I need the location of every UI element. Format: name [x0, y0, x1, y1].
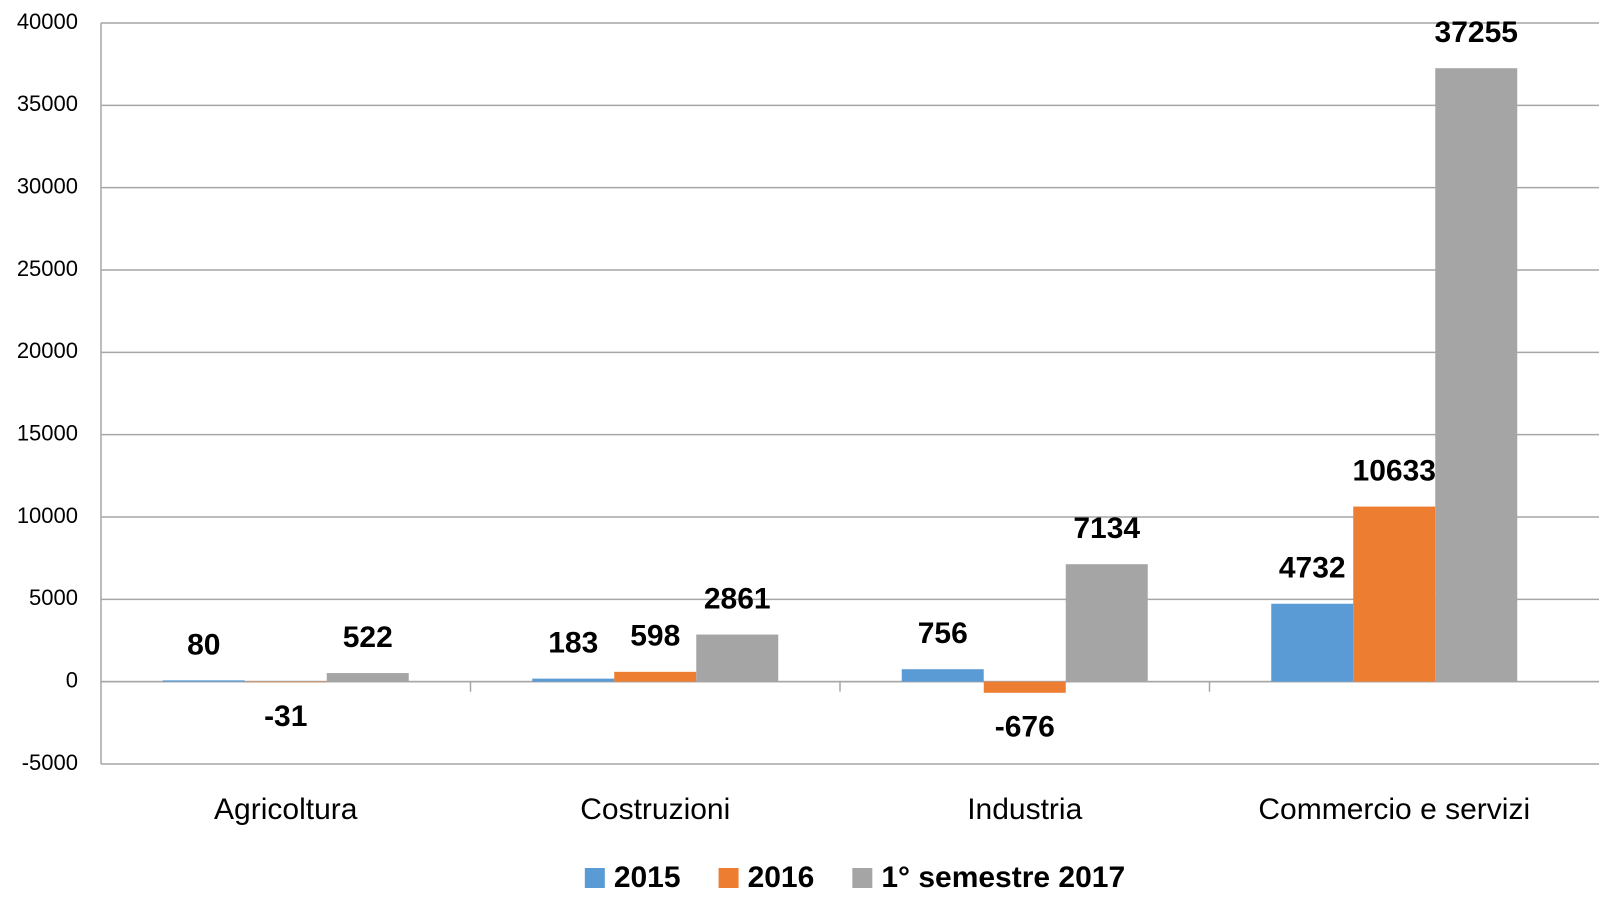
bar — [614, 671, 697, 682]
data-label: 37255 — [1435, 16, 1518, 49]
legend-label: 1° semestre 2017 — [881, 861, 1125, 894]
bar — [901, 669, 984, 682]
bar — [162, 680, 245, 682]
bar — [1435, 68, 1518, 682]
data-label: 598 — [630, 620, 680, 653]
x-tick-label: Commercio e servizi — [1258, 793, 1530, 826]
bar — [1065, 564, 1148, 682]
data-label: -31 — [264, 700, 307, 733]
data-label: 183 — [548, 627, 598, 660]
data-label: 10633 — [1353, 454, 1436, 487]
legend-swatch — [852, 868, 873, 888]
x-tick-label: Costruzioni — [580, 793, 730, 826]
y-tick-label: 0 — [66, 667, 78, 692]
y-tick-label: 15000 — [17, 420, 78, 445]
bar — [532, 678, 615, 682]
y-tick-label: 20000 — [17, 338, 78, 363]
data-label: 756 — [918, 617, 968, 650]
y-tick-label: 30000 — [17, 173, 78, 198]
y-tick-label: 25000 — [17, 256, 78, 281]
x-tick-label: Industria — [967, 793, 1082, 826]
bar — [1271, 603, 1354, 682]
data-label: 2861 — [704, 582, 771, 615]
data-label: 80 — [187, 628, 220, 661]
bar — [1353, 506, 1436, 682]
legend-swatch — [584, 868, 605, 888]
bar — [696, 634, 779, 682]
legend-label: 2016 — [748, 861, 815, 894]
y-tick-label: 35000 — [17, 91, 78, 116]
bar — [244, 681, 327, 683]
bar — [983, 681, 1066, 693]
data-label: 4732 — [1279, 552, 1346, 585]
y-tick-label: 5000 — [29, 585, 78, 610]
data-label: 522 — [343, 621, 393, 654]
legend-swatch — [718, 868, 739, 888]
y-tick-label: -5000 — [22, 750, 78, 775]
x-tick-label: Agricoltura — [214, 793, 358, 826]
data-label: -676 — [995, 711, 1055, 744]
legend-label: 2015 — [614, 861, 681, 894]
data-label: 7134 — [1073, 512, 1140, 545]
y-tick-label: 10000 — [17, 503, 78, 528]
bar — [326, 673, 409, 682]
y-tick-label: 40000 — [17, 9, 78, 34]
